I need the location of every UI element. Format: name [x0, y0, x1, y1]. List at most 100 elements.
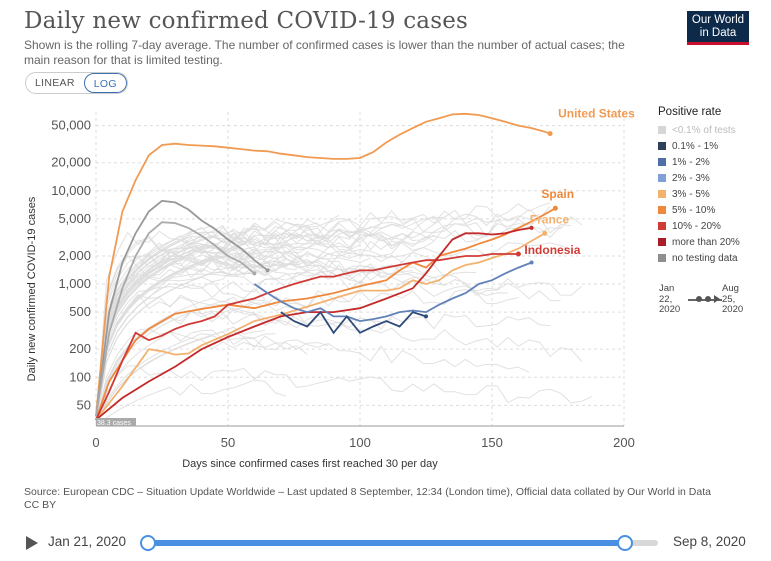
legend-item[interactable]: no testing data: [658, 250, 740, 266]
background-country-line: [95, 221, 318, 425]
background-country-line: [95, 222, 498, 425]
series-line: [253, 261, 532, 323]
connector-dot: [696, 296, 702, 302]
series-endpoint: [542, 230, 548, 236]
legend-swatch: [658, 158, 666, 166]
legend-item[interactable]: 0.1% - 1%: [658, 138, 740, 154]
legend-item[interactable]: 2% - 3%: [658, 170, 740, 186]
series-line: [95, 207, 556, 421]
series-endpoint: [529, 260, 534, 265]
background-country-line: [95, 216, 445, 425]
background-country-line: [95, 223, 382, 425]
legend-start-date: Jan 22, 2020: [659, 283, 681, 316]
legend-item[interactable]: 5% - 10%: [658, 202, 740, 218]
y-tick-label: 10,000: [51, 183, 91, 198]
start-annotation: 38.3 cases: [97, 420, 131, 427]
series-endpoint: [552, 205, 558, 211]
legend-swatch: [658, 206, 666, 214]
x-tick-label: 150: [481, 435, 503, 450]
legend-swatch: [658, 142, 666, 150]
legend-item[interactable]: more than 20%: [658, 234, 740, 250]
series-line: [280, 310, 427, 335]
background-country-line: [95, 365, 593, 425]
y-tick-label: 1,000: [58, 276, 91, 291]
x-axis-label: Days since confirmed cases first reached…: [182, 458, 438, 470]
logo-line-2: in Data: [699, 27, 737, 39]
legend-start-month: Jan: [659, 283, 675, 294]
legend-item[interactable]: 10% - 20%: [658, 218, 740, 234]
chart-title: Daily new confirmed COVID-19 cases: [24, 8, 469, 34]
timeline-slider[interactable]: Jan 21, 2020 Sep 8, 2020: [0, 527, 771, 561]
background-country-line: [95, 272, 308, 425]
legend-label: 1% - 2%: [672, 156, 710, 168]
background-country-line: [95, 210, 413, 425]
background-country-line: [95, 328, 308, 425]
positive-rate-legend: Positive rate <0.1% of tests 0.1% - 1% 1% …: [658, 106, 740, 266]
series-endpoint: [529, 225, 534, 230]
x-tick-label: 200: [613, 435, 635, 450]
y-tick-label: 20,000: [51, 155, 91, 170]
connector-dot: [705, 296, 711, 302]
background-country-line: [95, 330, 276, 425]
background-country-line: [95, 245, 287, 425]
series-line: [95, 221, 255, 417]
x-tick-label: 0: [92, 435, 99, 450]
legend-swatch: [658, 190, 666, 198]
legend-swatch: [658, 238, 666, 246]
legend-title: Positive rate: [658, 106, 722, 118]
timeline-end-handle[interactable]: [616, 535, 633, 551]
background-country-line: [95, 235, 255, 425]
line-chart[interactable]: 501002005001,0002,0005,00010,00020,00050…: [0, 0, 771, 480]
background-country-line: [95, 331, 329, 425]
linear-scale-button[interactable]: LINEAR: [35, 77, 75, 89]
background-country-line: [95, 379, 287, 426]
background-country-line: [95, 253, 297, 425]
legend-label: 2% - 3%: [672, 172, 710, 184]
start-annotation-bg: [96, 418, 136, 426]
y-tick-label: 50,000: [51, 118, 91, 133]
series-endpoint: [515, 251, 521, 257]
series-label: United States: [558, 107, 635, 121]
legend-item[interactable]: <0.1% of tests: [658, 122, 740, 138]
legend-item[interactable]: 3% - 5%: [658, 186, 740, 202]
series-endpoint: [424, 314, 428, 319]
series-endpoint: [547, 131, 553, 137]
timeline-track[interactable]: [148, 540, 658, 546]
legend-label: no testing data: [672, 252, 738, 264]
background-country-line: [95, 311, 551, 425]
y-axis-label: Daily new confirmed COVID-19 cases: [26, 196, 38, 381]
legend-label: more than 20%: [672, 236, 740, 248]
legend-end-day: 25,: [722, 293, 736, 305]
legend-label: <0.1% of tests: [672, 124, 736, 136]
background-country-line: [95, 293, 350, 425]
x-tick-label: 100: [349, 435, 371, 450]
chart-subtitle: Shown is the rolling 7-day average. The …: [24, 38, 625, 67]
timeline-selected-range: [148, 540, 625, 546]
legend-swatch: [658, 126, 666, 134]
background-country-line: [95, 216, 583, 425]
timeline-start-handle[interactable]: [140, 535, 156, 551]
legend-end-month: Aug: [722, 283, 739, 294]
legend-item[interactable]: 1% - 2%: [658, 154, 740, 170]
background-country-line: [95, 330, 530, 425]
legend-swatch: [658, 222, 666, 230]
series-line: [95, 232, 546, 421]
x-tick-label: 50: [221, 435, 235, 450]
background-country-line: [95, 209, 540, 425]
background-country-line: [95, 326, 266, 425]
y-tick-label: 2,000: [58, 248, 91, 263]
scale-toggle[interactable]: LINEAR LOG: [25, 72, 128, 94]
series-label: France: [530, 212, 570, 226]
log-scale-button[interactable]: LOG: [83, 73, 127, 93]
legend-swatch: [658, 174, 666, 182]
y-tick-label: 500: [69, 304, 91, 319]
source-text: Source: European CDC – Situation Update …: [24, 486, 711, 498]
legend-end-year: 2020: [722, 304, 744, 315]
y-tick-label: 200: [69, 341, 91, 356]
series-line: [95, 227, 532, 421]
legend-start-year: 2020: [659, 304, 681, 315]
source-note: Source: European CDC – Situation Update …: [24, 486, 724, 511]
play-icon[interactable]: [26, 536, 38, 550]
series-label: Spain: [541, 187, 574, 201]
owid-logo[interactable]: Our World in Data: [687, 11, 749, 45]
